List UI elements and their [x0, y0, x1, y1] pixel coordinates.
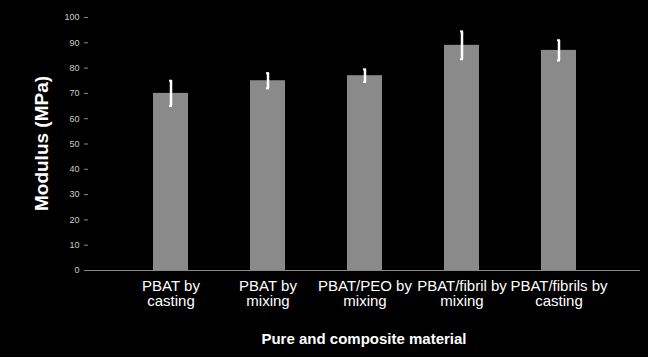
- svg-text:40: 40: [69, 164, 79, 174]
- svg-text:PBAT/fibril bymixing: PBAT/fibril bymixing: [417, 277, 507, 309]
- svg-text:70: 70: [69, 88, 79, 98]
- svg-text:100: 100: [64, 12, 79, 22]
- svg-text:0: 0: [74, 265, 79, 275]
- svg-text:90: 90: [69, 38, 79, 48]
- svg-text:10: 10: [69, 240, 79, 250]
- svg-text:80: 80: [69, 63, 79, 73]
- svg-text:50: 50: [69, 139, 79, 149]
- svg-text:Pure and composite material: Pure and composite material: [261, 330, 466, 347]
- svg-text:PBAT bymixing: PBAT bymixing: [239, 277, 297, 309]
- svg-text:PBAT/PEO bymixing: PBAT/PEO bymixing: [318, 277, 412, 309]
- svg-text:30: 30: [69, 189, 79, 199]
- svg-text:PBAT bycasting: PBAT bycasting: [142, 277, 200, 309]
- svg-text:60: 60: [69, 114, 79, 124]
- svg-text:20: 20: [69, 215, 79, 225]
- svg-text:Modulus (MPa): Modulus (MPa): [31, 76, 52, 211]
- svg-text:PBAT/fibrils bycasting: PBAT/fibrils bycasting: [510, 277, 608, 309]
